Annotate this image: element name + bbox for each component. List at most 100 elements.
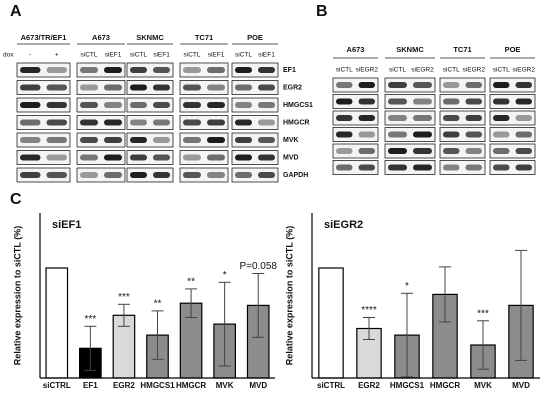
blot-box [126,132,174,148]
blot-band [104,102,122,108]
blot-band [153,154,170,161]
blot-band [130,154,147,161]
blot-band [20,119,41,126]
blot-band [515,98,532,105]
blot-box [179,132,229,148]
blot-box [76,80,126,95]
blot-band [235,172,252,178]
blot-band [388,98,407,105]
blot-box [384,77,436,93]
blot-band [358,82,375,88]
blot-band [80,102,98,108]
blot-band [235,102,252,108]
blot-band [515,82,532,88]
blot-box [384,143,436,159]
x-tick-label: siCTRL [317,381,345,390]
blot-box [231,150,279,165]
lane-label: siCTL [81,52,98,59]
blot-band [443,164,460,171]
blot-box [126,115,174,130]
y-axis-label: Relative expression to siCTL (%) [12,226,22,365]
blot-box [332,94,379,109]
panel-label: A [10,3,22,20]
blot-band [20,154,41,161]
lane-label: siCTL [389,67,406,74]
blot-band [130,67,147,73]
blot-box [332,127,379,142]
blot-band [235,154,252,161]
blot-box [179,97,229,113]
significance: *** [118,292,130,303]
blot-band [388,148,407,154]
blot-band [358,131,375,138]
lane-label: siEF1 [105,52,122,59]
blot-box [384,110,436,126]
lane-label: siEF1 [208,52,225,59]
blot-box [179,80,229,95]
group-header: SKNMC [136,33,164,42]
x-tick-label: HMGCS1 [390,381,425,390]
error-bar [117,303,130,327]
blot-band [183,119,201,126]
lane-label: siEF1 [153,52,170,59]
blot-band [465,164,482,171]
error-bar [252,273,265,338]
lane-label: siCTL [336,67,353,74]
blot-band [207,172,225,178]
dox-label: dox [3,52,14,59]
group-header: A673/TR/EF1 [21,33,67,42]
blot-box [439,77,486,93]
x-tick-label: MVD [512,381,530,390]
protein-label: HMGCS1 [283,102,313,109]
blot-box [489,77,536,93]
blot-box [231,80,279,95]
blot-band [465,148,482,154]
blot-band [258,84,275,91]
blot-band [465,98,482,105]
blot-band [153,172,170,178]
bar [318,267,344,379]
blot-band [183,84,201,91]
blot-band [46,172,67,178]
blot-band [358,148,375,154]
lane-label: siEF1 [258,52,275,59]
error-bar [439,266,451,323]
blot-band [336,164,353,171]
lane-label: siEGR2 [513,67,536,74]
blot-band [130,84,147,91]
blot-band [258,119,275,126]
x-tick-label: EGR2 [113,381,135,390]
blot-band [443,148,460,154]
blot-band [104,137,122,143]
lane-label: siCTL [235,52,252,59]
blot-band [443,98,460,105]
blot-band [80,67,98,73]
blot-box [439,143,486,159]
blot-box [126,167,174,183]
significance: ** [187,277,195,288]
blot-band [46,67,67,73]
blot-box [126,150,174,165]
blot-box [16,97,71,113]
x-tick-label: EGR2 [358,381,380,390]
blot-band [20,172,41,178]
significance: * [223,270,227,281]
protein-label: EGR2 [283,84,302,91]
lane-label: siCTL [443,67,460,74]
blot-band [20,67,41,73]
blot-band [336,148,353,154]
lane-label: siCTL [130,52,147,59]
blot-box [16,132,71,148]
blot-band [207,67,225,73]
significance: **** [361,305,377,316]
blot-band [46,137,67,143]
y-axis-label: Relative expression to siCTL (%) [284,226,294,365]
blot-band [235,84,252,91]
blot-band [46,84,67,91]
blot-band [515,115,532,121]
blot-band [493,115,510,121]
blot-box [76,62,126,78]
blot-band [183,102,201,108]
